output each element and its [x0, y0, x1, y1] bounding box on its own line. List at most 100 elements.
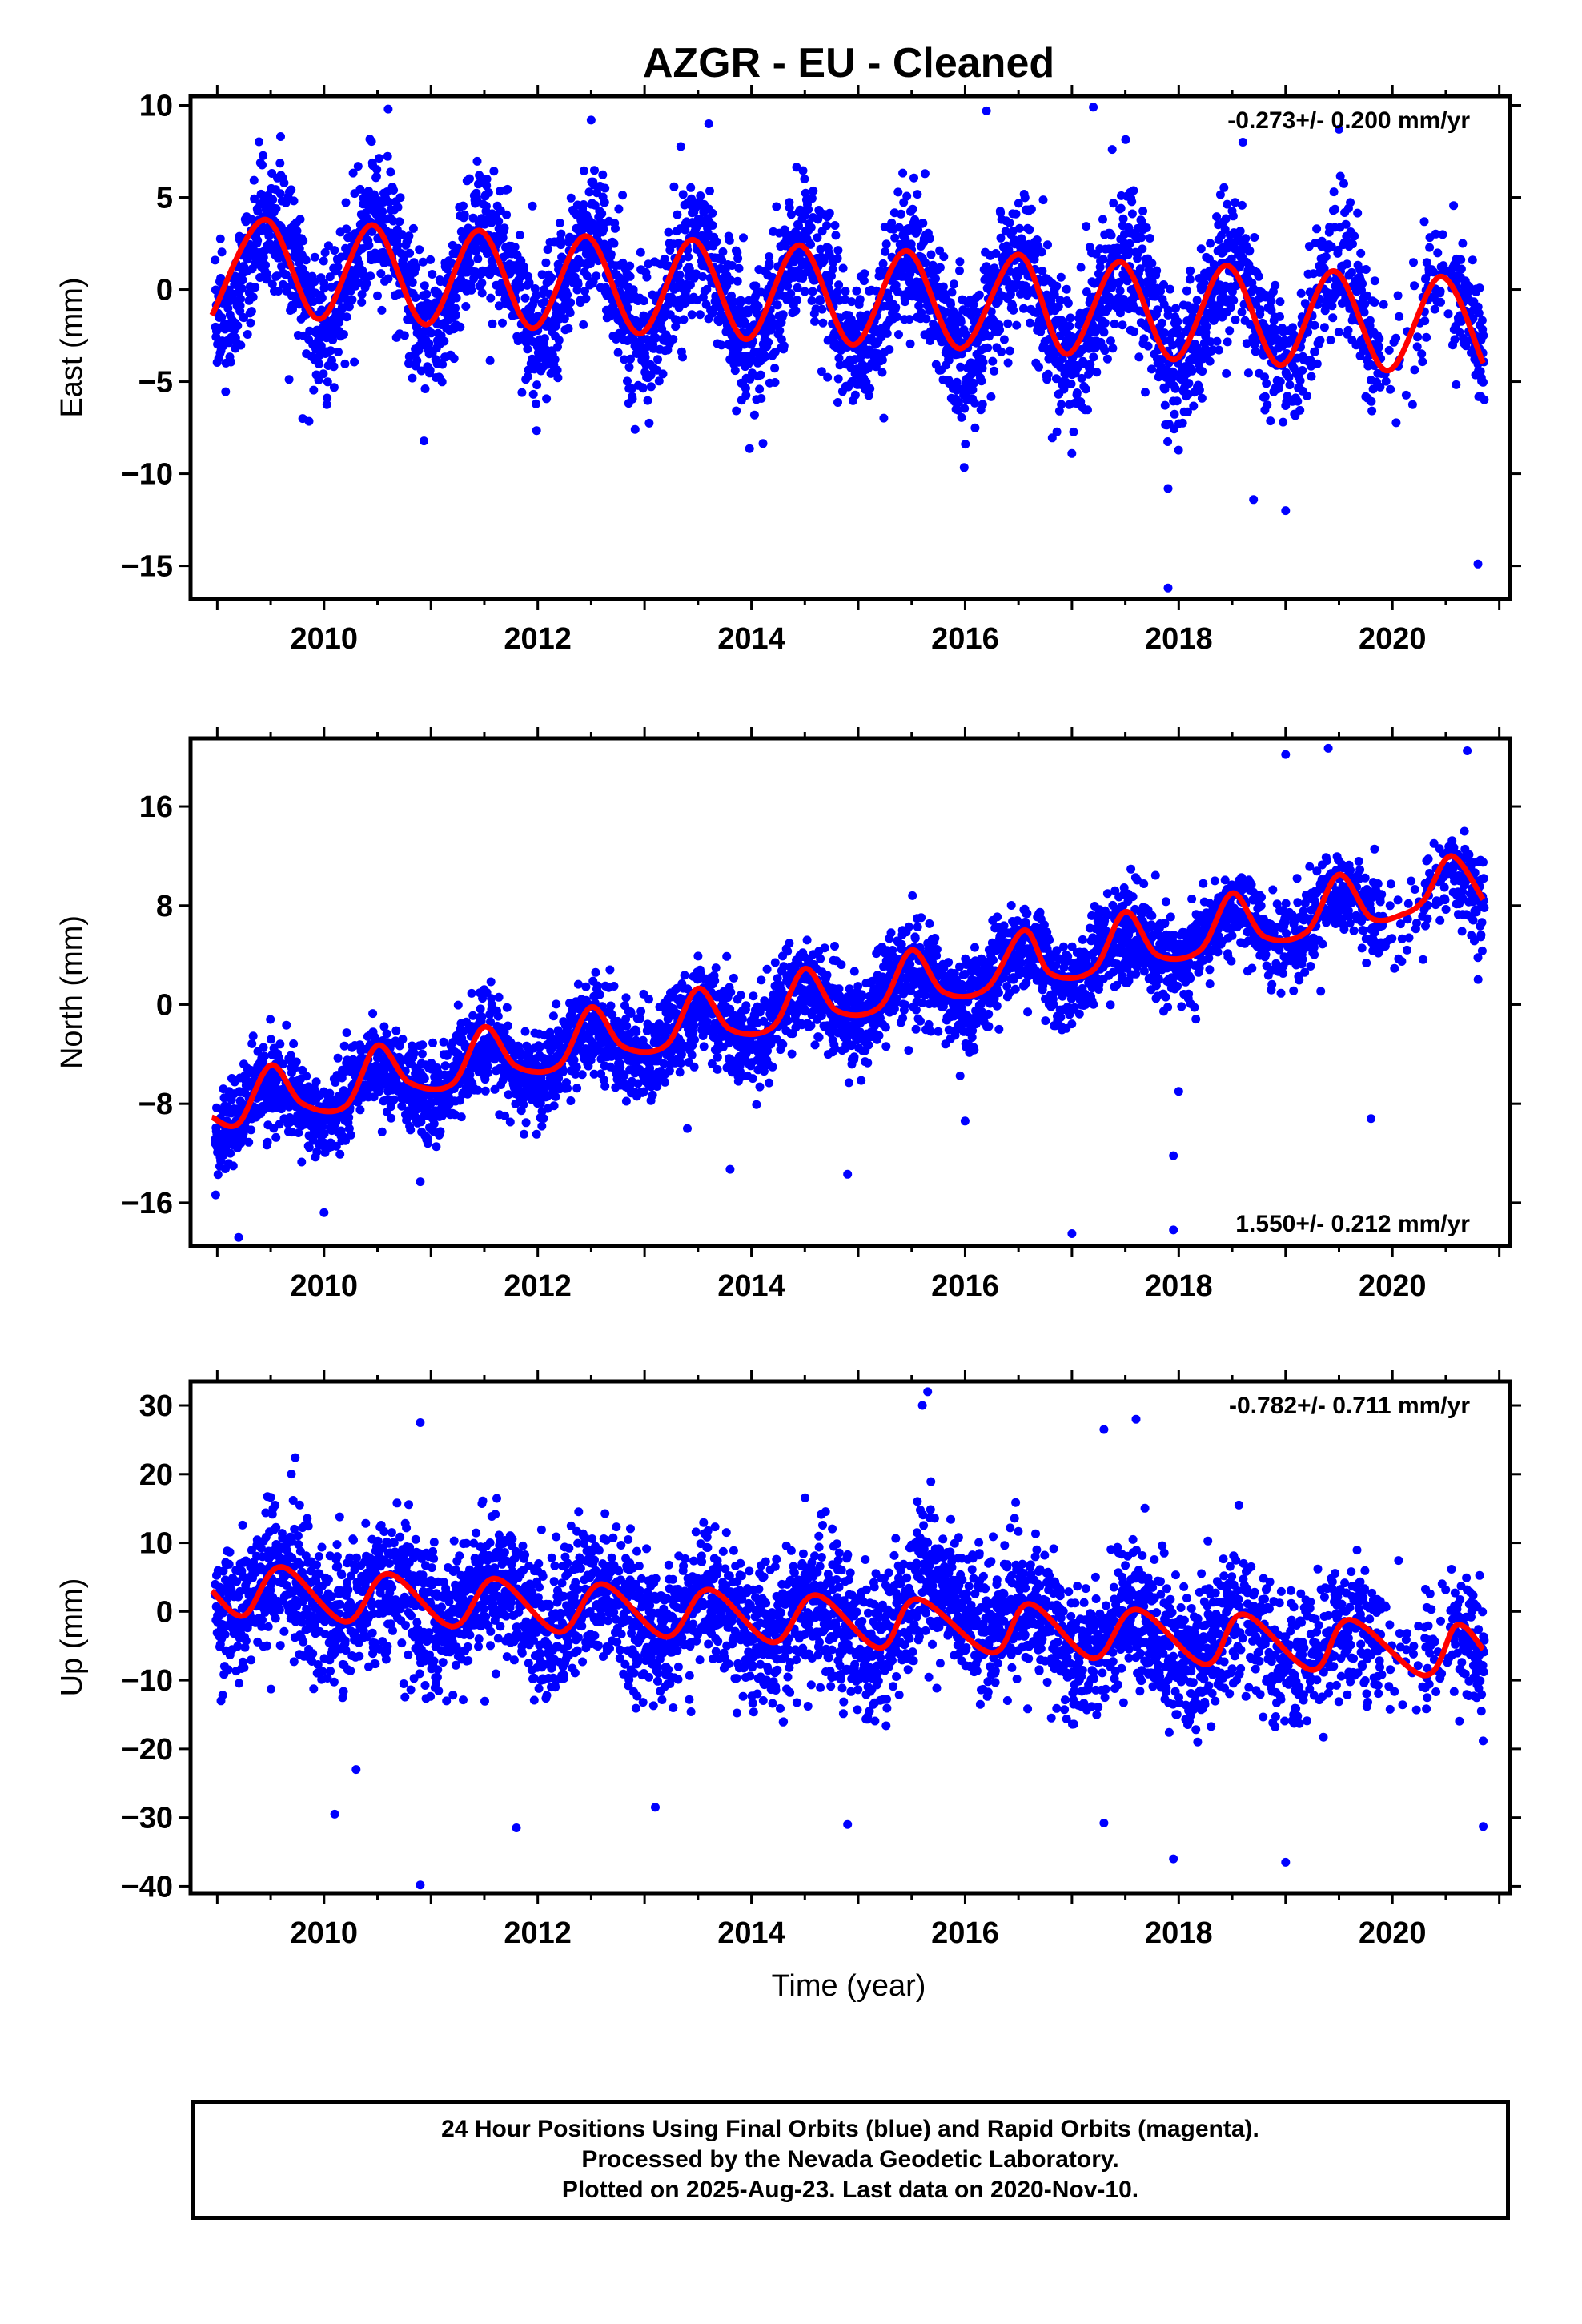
data-point	[1381, 376, 1391, 386]
data-point	[1043, 240, 1052, 250]
data-point	[1367, 396, 1376, 406]
data-point	[339, 330, 348, 339]
east-y-axis-label: East (mm)	[55, 277, 89, 417]
y-tick-label: 5	[156, 182, 173, 215]
data-point	[355, 1105, 365, 1115]
data-point	[1185, 275, 1195, 284]
data-point	[211, 1190, 220, 1200]
data-point	[1275, 377, 1285, 386]
data-point	[520, 265, 528, 275]
data-point	[1237, 200, 1247, 210]
data-point	[299, 236, 308, 246]
data-point	[1178, 418, 1187, 428]
data-point	[1312, 359, 1322, 368]
data-point	[1202, 322, 1211, 332]
data-point	[624, 363, 634, 372]
data-point	[1152, 266, 1162, 275]
data-point	[532, 380, 542, 390]
data-point	[259, 151, 268, 160]
data-point	[1054, 406, 1064, 416]
data-point	[968, 385, 978, 395]
data-point	[970, 398, 979, 408]
outlier-point	[1281, 506, 1291, 516]
data-point	[236, 294, 245, 304]
data-point	[810, 316, 820, 326]
data-point	[1433, 248, 1443, 258]
data-point	[905, 315, 914, 324]
data-point	[1172, 396, 1182, 406]
data-point	[990, 366, 999, 376]
data-point	[362, 279, 371, 288]
data-point	[1219, 183, 1229, 192]
data-point	[770, 378, 780, 387]
data-point	[830, 221, 840, 230]
data-point	[482, 175, 492, 184]
data-point	[364, 240, 374, 250]
data-point	[1401, 390, 1411, 400]
data-point	[432, 1142, 441, 1152]
data-point	[335, 1149, 345, 1159]
data-point	[1326, 336, 1335, 345]
data-point	[1170, 409, 1179, 419]
data-point	[1350, 231, 1359, 241]
data-point	[1082, 222, 1091, 231]
data-point	[885, 345, 894, 354]
data-point	[794, 221, 803, 231]
data-point	[833, 246, 843, 255]
data-point	[1430, 304, 1439, 314]
data-point	[679, 315, 689, 324]
data-point	[1021, 281, 1030, 291]
data-point	[473, 254, 483, 263]
data-point	[1143, 341, 1153, 351]
data-point	[556, 240, 565, 250]
data-point	[1066, 313, 1075, 323]
data-point	[472, 247, 481, 256]
data-point	[926, 250, 936, 259]
data-point	[271, 1132, 281, 1142]
data-point	[354, 278, 363, 287]
data-point	[918, 219, 928, 228]
data-point	[216, 274, 226, 283]
data-point	[1275, 312, 1284, 321]
data-point	[233, 321, 243, 331]
data-point	[314, 376, 323, 385]
data-point	[408, 278, 417, 287]
data-point	[1182, 286, 1191, 296]
data-point	[275, 159, 285, 168]
data-point	[1237, 308, 1247, 317]
data-point	[1100, 318, 1110, 328]
data-point	[523, 372, 532, 381]
data-point	[825, 208, 834, 218]
data-point	[287, 185, 296, 195]
data-point	[590, 166, 599, 175]
data-point	[678, 352, 687, 362]
data-point	[1043, 369, 1053, 379]
data-point	[248, 1031, 258, 1041]
data-point	[477, 288, 487, 298]
data-point	[1293, 396, 1303, 406]
data-point	[1250, 233, 1259, 242]
data-point	[1422, 332, 1431, 342]
data-point	[1099, 328, 1109, 337]
data-point	[532, 399, 540, 408]
data-point	[1410, 365, 1419, 375]
data-point	[213, 1170, 223, 1180]
data-point	[1141, 388, 1150, 397]
data-point	[834, 280, 844, 290]
data-point	[1391, 418, 1401, 428]
data-point	[865, 384, 875, 393]
data-point	[302, 1072, 311, 1081]
data-point	[465, 174, 474, 183]
data-point	[1331, 204, 1340, 214]
data-point	[1479, 331, 1488, 340]
data-point	[333, 1053, 343, 1063]
data-point	[247, 1125, 256, 1135]
data-point	[1254, 271, 1263, 281]
data-point	[498, 318, 507, 328]
data-point	[669, 182, 679, 191]
data-point	[267, 279, 277, 289]
data-point	[291, 1057, 301, 1067]
data-point	[642, 272, 652, 282]
data-point	[259, 253, 268, 262]
data-point	[1012, 320, 1022, 330]
